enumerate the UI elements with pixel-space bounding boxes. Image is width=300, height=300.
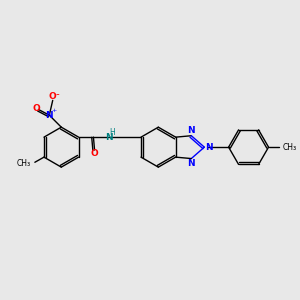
Text: O: O: [91, 149, 98, 158]
Text: CH₃: CH₃: [283, 142, 297, 152]
Text: N: N: [188, 126, 195, 135]
Text: +: +: [51, 108, 56, 113]
Text: N: N: [46, 111, 53, 120]
Text: N: N: [188, 159, 195, 168]
Text: N: N: [206, 142, 213, 152]
Text: N: N: [105, 133, 112, 142]
Text: O: O: [49, 92, 57, 101]
Text: CH₃: CH₃: [17, 159, 31, 168]
Text: O: O: [32, 103, 40, 112]
Text: H: H: [110, 128, 115, 136]
Text: -: -: [56, 89, 60, 99]
